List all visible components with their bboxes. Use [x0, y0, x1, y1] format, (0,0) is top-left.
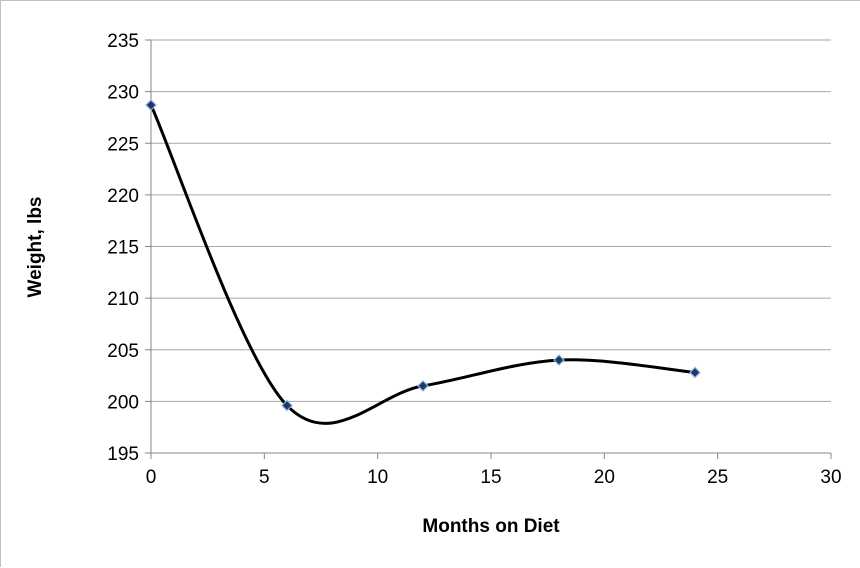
y-tick-label-235: 235 — [107, 31, 139, 52]
data-point-18 — [553, 354, 565, 366]
series — [145, 99, 701, 425]
x-tick-label-15: 15 — [480, 467, 501, 488]
series-0-line — [149, 104, 696, 425]
y-tick-label-195: 195 — [107, 444, 139, 465]
y-tick-label-215: 215 — [107, 238, 139, 259]
y-tick-labels: 195 200 205 210 215 220 225 230 235 — [107, 31, 139, 465]
x-tick-label-30: 30 — [820, 467, 841, 488]
y-tick-label-210: 210 — [107, 289, 139, 310]
y-tick-label-205: 205 — [107, 341, 139, 362]
x-tick-label-0: 0 — [146, 467, 157, 488]
y-tick-label-225: 225 — [107, 134, 139, 155]
x-tick-label-20: 20 — [594, 467, 615, 488]
y-axis-title: Weight, lbs — [25, 197, 46, 298]
data-point-12 — [417, 380, 429, 392]
data-point-6 — [281, 399, 293, 412]
data-point-0 — [145, 99, 157, 111]
gridlines — [151, 39, 831, 454]
x-tick-label-5: 5 — [259, 467, 270, 488]
x-tick-label-10: 10 — [367, 467, 388, 488]
x-tick-labels: 0 5 10 15 20 25 30 — [146, 467, 842, 488]
axes — [145, 39, 832, 459]
y-tick-label-230: 230 — [107, 83, 139, 104]
y-tick-label-220: 220 — [107, 186, 139, 207]
data-point-24 — [689, 366, 701, 379]
y-tick-label-200: 200 — [107, 392, 139, 413]
x-tick-label-25: 25 — [707, 467, 728, 488]
x-axis-title: Months on Diet — [422, 516, 560, 537]
